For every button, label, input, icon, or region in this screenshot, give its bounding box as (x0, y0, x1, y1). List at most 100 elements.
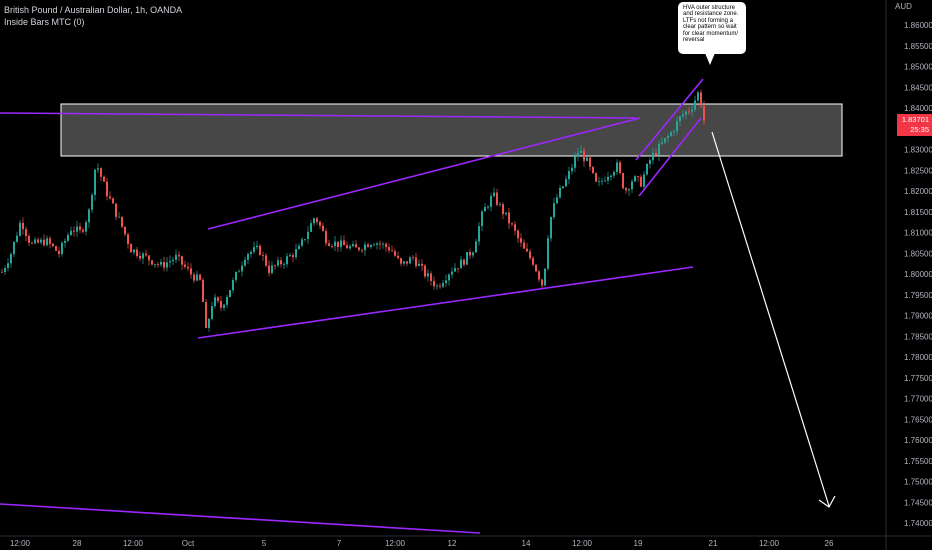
candle-down (184, 264, 186, 267)
time-axis[interactable]: 12:00 28 12:00 Oct 5 7 12:00 12 14 12:00 19 21 12:00… (10, 539, 834, 548)
candle-up (133, 249, 135, 253)
candle-up (673, 131, 675, 133)
candle-down (391, 250, 393, 252)
drawings[interactable] (0, 78, 704, 534)
candle-down (49, 238, 51, 244)
candle-up (565, 179, 567, 187)
candle-up (427, 273, 429, 277)
candle-up (643, 174, 645, 187)
candle-down (145, 253, 147, 256)
candle-up (571, 167, 573, 172)
candle-up (670, 132, 672, 136)
candle-down (655, 152, 657, 156)
candle-down (115, 203, 117, 217)
candle-up (598, 181, 600, 183)
candle-down (205, 301, 207, 328)
candle-down (415, 257, 417, 266)
currency-label: AUD (895, 2, 912, 11)
current-price-badge: 1.83701 25:35 (897, 114, 932, 136)
candle-down (532, 258, 534, 265)
annotation-callout[interactable]: HVA outer structure and resistance zone.… (678, 2, 746, 54)
candle-down (151, 260, 153, 265)
candle-up (34, 239, 36, 244)
candle-down (541, 279, 543, 286)
callout-pointer (705, 53, 715, 65)
time-tick-label: 12:00 (572, 539, 593, 548)
candle-down (589, 157, 591, 167)
candle-down (688, 111, 690, 113)
candle-up (91, 194, 93, 210)
resistance-zone[interactable] (60, 103, 843, 157)
candle-down (538, 271, 540, 280)
candle-down (100, 168, 102, 177)
candle-up (556, 197, 558, 204)
projection-arrow[interactable] (711, 131, 836, 508)
candle-down (103, 176, 105, 182)
candle-down (262, 254, 264, 256)
candle-down (82, 229, 84, 232)
candle-down (130, 244, 132, 253)
candle-down (112, 198, 114, 204)
candle-up (70, 230, 72, 236)
candle-up (553, 203, 555, 217)
candle-up (247, 254, 249, 260)
horizontal-trendline (0, 112, 637, 119)
candle-up (436, 285, 438, 287)
candle-up (241, 265, 243, 272)
candle-down (328, 243, 330, 246)
candle-down (424, 265, 426, 277)
candle-up (85, 222, 87, 232)
candle-down (316, 218, 318, 222)
indicator-label[interactable]: Inside Bars MTC (0) (4, 17, 85, 27)
candle-down (394, 251, 396, 256)
candle-up (697, 92, 699, 101)
candle-up (481, 211, 483, 227)
time-tick-label: 7 (337, 539, 342, 548)
wedge-upper-line (635, 78, 704, 161)
candle-down (595, 173, 597, 182)
candle-down (280, 260, 282, 265)
candle-up (340, 240, 342, 248)
price-tick-label: 1.83000 (904, 146, 932, 155)
candle-up (559, 188, 561, 198)
candle-down (217, 297, 219, 302)
candle-up (472, 252, 474, 256)
price-tick-label: 1.80500 (904, 249, 932, 258)
candle-up (310, 223, 312, 232)
candle-down (202, 279, 204, 302)
time-tick-label: 12:00 (10, 539, 31, 548)
candle-up (307, 231, 309, 239)
candle-up (154, 264, 156, 265)
candle-up (295, 249, 297, 258)
candle-up (451, 271, 453, 275)
price-tick-label: 1.78000 (904, 353, 932, 362)
trendline-bottom (0, 503, 481, 534)
candle-down (619, 162, 621, 174)
candle-down (55, 246, 57, 251)
candle-down (37, 239, 39, 243)
candle-up (685, 111, 687, 115)
candle-up (568, 171, 570, 180)
candle-down (268, 265, 270, 273)
candle-up (271, 265, 273, 273)
candle-down (325, 231, 327, 244)
candle-down (385, 243, 387, 248)
candle-down (121, 216, 123, 227)
price-tick-label: 1.86000 (904, 21, 932, 30)
candle-down (379, 243, 381, 245)
candle-up (679, 116, 681, 122)
candle-up (466, 252, 468, 265)
candle-down (397, 255, 399, 259)
candle-down (622, 173, 624, 189)
candle-down (700, 92, 702, 107)
candle-up (256, 245, 258, 248)
time-tick-label: 28 (73, 539, 82, 548)
candle-down (535, 264, 537, 272)
symbol-title[interactable]: British Pound / Australian Dollar, 1h, O… (4, 5, 183, 15)
price-axis[interactable]: 1.860001.855001.850001.845001.840001.835… (904, 21, 932, 528)
candle-up (94, 169, 96, 195)
candle-up (76, 226, 78, 232)
candle-down (433, 281, 435, 287)
candle-up (475, 241, 477, 253)
